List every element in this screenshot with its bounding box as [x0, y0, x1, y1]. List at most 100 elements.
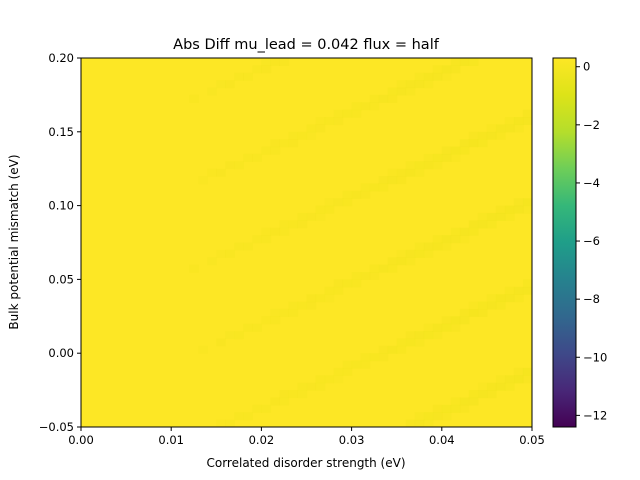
y-axis-ticks: −0.05 0.00 0.05 0.10 0.15 0.20 — [39, 51, 81, 434]
heatmap-cell — [387, 94, 398, 103]
heatmap-cell — [306, 301, 317, 310]
heatmap-cell — [252, 153, 262, 162]
heatmap-cell — [288, 220, 299, 229]
heatmap-cell — [441, 153, 452, 162]
heatmap-cell — [261, 146, 272, 155]
heatmap-cell — [333, 109, 344, 118]
heatmap-cell — [396, 80, 407, 89]
heatmap-cell — [441, 316, 452, 325]
heatmap-cell — [513, 375, 524, 384]
heatmap-cell — [414, 331, 425, 340]
heatmap-cell — [216, 80, 226, 89]
heatmap-cell — [495, 205, 506, 214]
heatmap-cell — [360, 102, 371, 111]
heatmap-cell — [423, 249, 434, 258]
heatmap-cell — [405, 161, 416, 170]
heatmap-cell — [297, 220, 308, 229]
heatmap-cell — [405, 249, 416, 258]
heatmap-cell — [486, 131, 497, 140]
heatmap-cell — [297, 301, 308, 310]
x-tick-label: 0.05 — [519, 433, 545, 447]
heatmap-cell — [405, 80, 416, 89]
heatmap-cell — [234, 161, 244, 170]
x-tick-label: 0.02 — [249, 433, 275, 447]
heatmap-cell — [459, 397, 470, 406]
heatmap-cell — [342, 198, 353, 207]
heatmap-cell — [324, 286, 335, 295]
colorbar-tick-label: −10 — [583, 350, 607, 364]
heatmap-cell — [252, 404, 262, 413]
heatmap-cell — [270, 58, 281, 66]
heatmap-cell — [423, 242, 434, 251]
heatmap-cell — [504, 375, 515, 384]
heatmap-cell — [414, 72, 425, 81]
heatmap-cell — [414, 168, 425, 177]
heatmap-cell — [513, 117, 524, 126]
heatmap-cell — [378, 353, 389, 362]
heatmap-cell — [270, 397, 281, 406]
colorbar-tick-label: 0 — [583, 60, 590, 74]
heatmap-cell — [297, 212, 308, 221]
heatmap-cell — [243, 72, 253, 81]
heatmap-cell — [486, 390, 497, 399]
heatmap-cell — [270, 139, 281, 148]
heatmap-cell — [306, 124, 317, 133]
heatmap-cell — [396, 168, 407, 177]
heatmap-cell — [522, 117, 532, 126]
heatmap-cell — [243, 153, 253, 162]
heatmap-cell — [333, 279, 344, 288]
heatmap-cell — [405, 257, 416, 266]
heatmap-cell — [315, 117, 326, 126]
heatmap-cell — [504, 212, 515, 221]
heatmap-cell — [522, 279, 532, 288]
heatmap-cell — [432, 331, 443, 340]
heatmap-cell — [189, 264, 199, 273]
heatmap-cell — [423, 72, 434, 81]
heatmap-cell — [423, 331, 434, 340]
heatmap-cell — [315, 205, 326, 214]
heatmap-cell — [477, 220, 488, 229]
heatmap-cell — [333, 367, 344, 376]
heatmap-cell — [477, 139, 488, 148]
heatmap-cell — [495, 301, 506, 310]
heatmap-cell — [513, 205, 524, 214]
heatmap-cell — [270, 146, 281, 155]
heatmap-cell — [450, 323, 461, 332]
heatmap-cell — [333, 198, 344, 207]
heatmap-cell — [450, 153, 461, 162]
heatmap-cell — [432, 65, 443, 74]
heatmap-cell — [459, 308, 470, 317]
colorbar-tick-label: −4 — [583, 176, 600, 190]
heatmap-cell — [405, 419, 416, 427]
heatmap-cell — [405, 331, 416, 340]
heatmap-cell — [396, 257, 407, 266]
heatmap-cell — [351, 360, 362, 369]
heatmap-cell — [504, 286, 515, 295]
heatmap-cell — [459, 235, 470, 244]
heatmap-cell — [432, 242, 443, 251]
heatmap-cell — [495, 382, 506, 391]
heatmap-cell — [405, 87, 416, 96]
heatmap-cell — [225, 80, 235, 89]
heatmap-cell — [207, 257, 217, 266]
heatmap-cell — [423, 80, 434, 89]
heatmap-cell — [450, 227, 461, 236]
heatmap-cell — [441, 242, 452, 251]
y-tick-label: 0.10 — [48, 199, 74, 213]
heatmap-cell — [342, 360, 353, 369]
heatmap-cell — [450, 58, 461, 66]
heatmap-cell — [432, 412, 443, 421]
x-tick-label: 0.01 — [158, 433, 184, 447]
heatmap-cell — [351, 190, 362, 199]
heatmap-cell — [396, 345, 407, 354]
heatmap-cell — [279, 227, 290, 236]
colorbar-frame — [552, 57, 577, 428]
heatmap-cell — [459, 146, 470, 155]
heatmap-cell — [351, 279, 362, 288]
heatmap-cells — [189, 58, 532, 427]
heatmap-cell — [243, 242, 253, 251]
heatmap-cell — [414, 80, 425, 89]
heatmap-cell — [261, 65, 272, 74]
heatmap-cell — [342, 279, 353, 288]
heatmap-cell — [396, 87, 407, 96]
